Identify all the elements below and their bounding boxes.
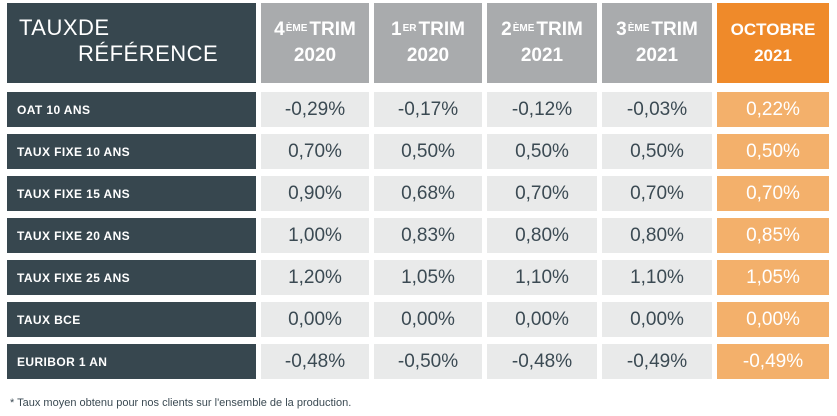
column-header-year: 2021 (754, 46, 792, 65)
rate-value: -0,17% (374, 92, 482, 127)
column-header-year: 2020 (406, 45, 450, 66)
row-label: TAUX FIXE 20 ANS (7, 218, 256, 253)
rate-value: 1,00% (261, 218, 369, 253)
rate-value: -0,29% (261, 92, 369, 127)
rates-table: TAUX DE RÉFÉRENCE 4ÈME TRIM 2020 1ER TRIM … (7, 3, 834, 379)
rate-value: 0,50% (602, 134, 712, 169)
column-header-year: 2021 (520, 45, 564, 66)
rate-value: 0,68% (374, 176, 482, 211)
rate-value: 0,80% (602, 218, 712, 253)
column-header-period: 3ÈME TRIM (616, 19, 698, 40)
table-title: TAUX DE RÉFÉRENCE (7, 3, 256, 83)
column-header-period: 2ÈME TRIM (501, 19, 583, 40)
row-label: TAUX FIXE 15 ANS (7, 176, 256, 211)
table-row: TAUX FIXE 15 ANS 0,90% 0,68% 0,70% 0,70%… (7, 176, 834, 211)
rate-value: 0,80% (487, 218, 597, 253)
rate-value: -0,48% (487, 344, 597, 379)
column-header-year: 2021 (635, 45, 679, 66)
table-row: TAUX FIXE 10 ANS 0,70% 0,50% 0,50% 0,50%… (7, 134, 834, 169)
rate-value: 1,05% (374, 260, 482, 295)
row-label: TAUX FIXE 10 ANS (7, 134, 256, 169)
rate-value: -0,49% (602, 344, 712, 379)
column-header-q3-2021: 3ÈME TRIM 2021 (602, 3, 712, 83)
rate-value: 0,00% (602, 302, 712, 337)
table-title-line1: TAUX (19, 15, 79, 40)
table-row: EURIBOR 1 AN -0,48% -0,50% -0,48% -0,49%… (7, 344, 834, 379)
rate-value: -0,12% (487, 92, 597, 127)
rate-value: 0,00% (374, 302, 482, 337)
column-header-period: OCTOBRE (730, 20, 816, 39)
rate-value: 0,00% (487, 302, 597, 337)
rate-value: 1,10% (602, 260, 712, 295)
table-row: TAUX BCE 0,00% 0,00% 0,00% 0,00% 0,00% (7, 302, 834, 337)
column-header-q2-2021: 2ÈME TRIM 2021 (487, 3, 597, 83)
rate-value: -0,03% (602, 92, 712, 127)
column-header-october-2021: OCTOBRE 2021 (717, 3, 829, 83)
table-title-line2: DE RÉFÉRENCE (78, 15, 219, 66)
table-row: OAT 10 ANS -0,29% -0,17% -0,12% -0,03% 0… (7, 92, 834, 127)
table-row: TAUX FIXE 25 ANS 1,20% 1,05% 1,10% 1,10%… (7, 260, 834, 295)
row-label: TAUX BCE (7, 302, 256, 337)
rate-value: -0,48% (261, 344, 369, 379)
rate-value: 0,70% (602, 176, 712, 211)
rate-value: 0,00% (261, 302, 369, 337)
rate-value-current: 0,70% (717, 176, 829, 211)
row-label: OAT 10 ANS (7, 92, 256, 127)
column-header-q1-2020: 1ER TRIM 2020 (374, 3, 482, 83)
rate-value-current: 0,00% (717, 302, 829, 337)
rate-value-current: -0,49% (717, 344, 829, 379)
rate-value: 0,50% (487, 134, 597, 169)
column-header-period: 1ER TRIM (391, 19, 465, 40)
rate-value: 0,50% (374, 134, 482, 169)
rate-value: -0,50% (374, 344, 482, 379)
footnote: * Taux moyen obtenu pour nos clients sur… (10, 397, 352, 409)
rate-value: 0,70% (487, 176, 597, 211)
row-label: TAUX FIXE 25 ANS (7, 260, 256, 295)
row-label: EURIBOR 1 AN (7, 344, 256, 379)
rate-value: 1,20% (261, 260, 369, 295)
rate-value-current: 1,05% (717, 260, 829, 295)
table-header-row: TAUX DE RÉFÉRENCE 4ÈME TRIM 2020 1ER TRIM … (7, 3, 834, 83)
column-header-year: 2020 (293, 45, 337, 66)
rate-value-current: 0,22% (717, 92, 829, 127)
rate-value: 0,90% (261, 176, 369, 211)
column-header-period: 4ÈME TRIM (274, 19, 356, 40)
table-row: TAUX FIXE 20 ANS 1,00% 0,83% 0,80% 0,80%… (7, 218, 834, 253)
column-header-q4-2020: 4ÈME TRIM 2020 (261, 3, 369, 83)
rate-value: 1,10% (487, 260, 597, 295)
rate-value-current: 0,50% (717, 134, 829, 169)
rate-value: 0,70% (261, 134, 369, 169)
rate-value-current: 0,85% (717, 218, 829, 253)
rate-value: 0,83% (374, 218, 482, 253)
